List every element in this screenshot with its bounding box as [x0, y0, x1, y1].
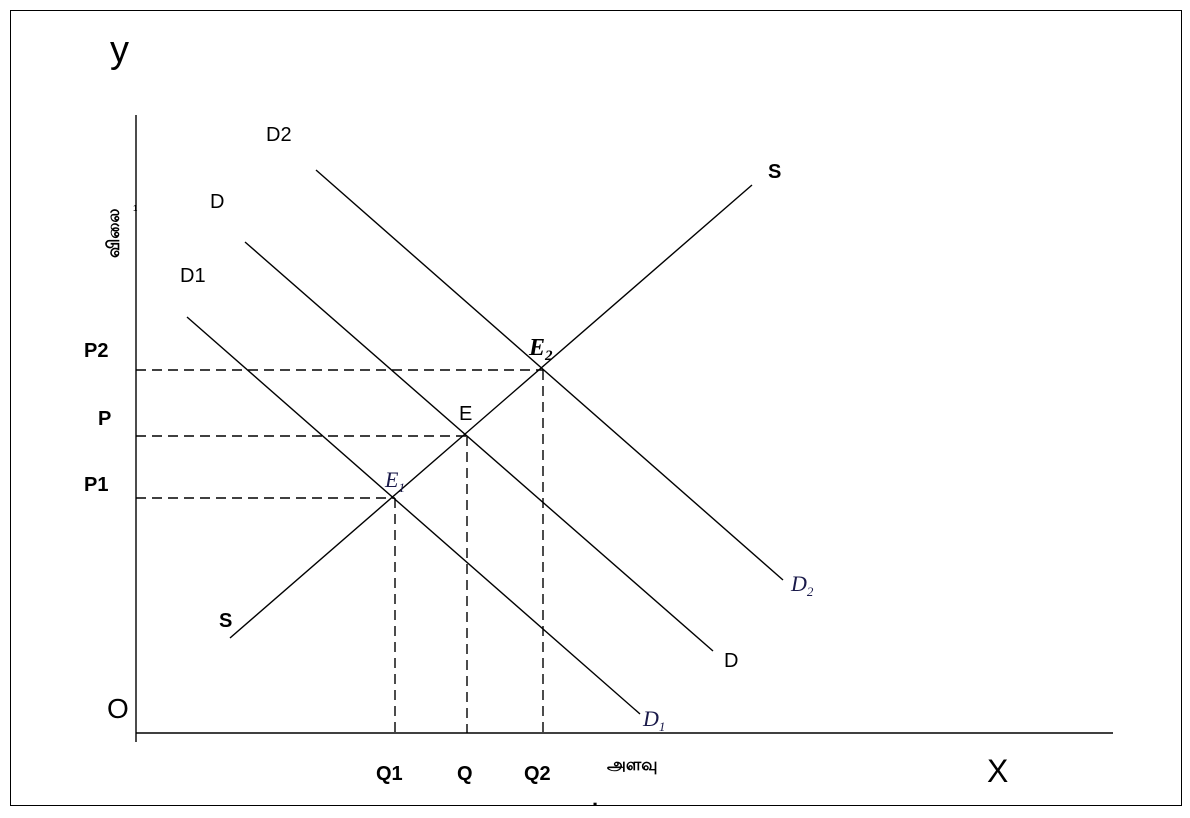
demand-curve-d1: [186, 316, 641, 715]
quantity-label-q1: Q1: [376, 763, 403, 785]
demand-label-top: D: [210, 191, 224, 213]
stray-mark-one: 1: [133, 204, 138, 213]
demand1-label-bottom: D1: [642, 706, 665, 734]
demand-curve-d2: [315, 169, 784, 581]
demand-label-bottom: D: [724, 650, 738, 672]
demand1-label-top: D1: [180, 265, 206, 287]
price-label-p: P: [98, 408, 111, 430]
equilibrium-e2-label: E2: [528, 335, 553, 364]
supply-label-bottom: S: [219, 610, 232, 632]
quantity-label-q: Q: [457, 763, 473, 785]
demand2-label-bottom: D2: [790, 571, 814, 599]
supply-label-top: S: [768, 161, 781, 183]
quantity-label-q2: Q2: [524, 763, 551, 785]
demand-curve-d: [244, 241, 714, 652]
price-label-p1: P1: [84, 474, 108, 496]
x-axis-title: அளவு: [607, 755, 658, 775]
x-axis-letter: X: [987, 753, 1008, 789]
origin-label: O: [107, 693, 129, 724]
diagram-frame: [10, 10, 1182, 806]
y-axis-title: விலை: [104, 208, 124, 258]
equilibrium-e-label: E: [459, 403, 472, 425]
equilibrium-e1-label: E1: [384, 467, 405, 495]
price-label-p2: P2: [84, 340, 108, 362]
demand2-label-top: D2: [266, 124, 292, 146]
y-axis-letter: y: [110, 29, 129, 71]
stray-mark-dot: .: [592, 786, 598, 811]
supply-curve: [229, 184, 753, 639]
